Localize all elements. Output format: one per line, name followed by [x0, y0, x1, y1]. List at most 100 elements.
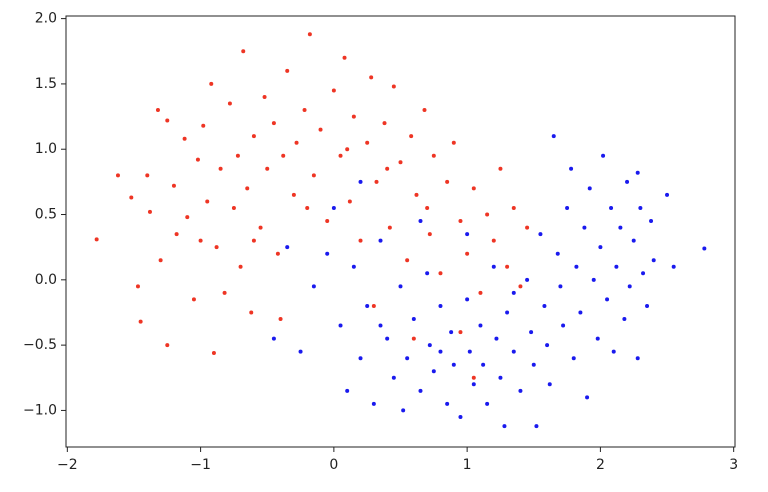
point	[251, 238, 256, 243]
point	[245, 186, 250, 191]
x-tick-label: 0	[329, 457, 338, 473]
point	[431, 369, 436, 374]
point	[542, 303, 547, 308]
point	[385, 166, 390, 171]
x-tick-label: −2	[57, 457, 78, 473]
point	[491, 264, 496, 269]
point	[405, 356, 410, 361]
point	[561, 323, 566, 328]
point	[625, 179, 630, 184]
point	[605, 297, 610, 302]
point	[414, 192, 419, 197]
point	[471, 382, 476, 387]
point	[158, 258, 163, 263]
point	[145, 173, 150, 178]
point	[555, 251, 560, 256]
point	[135, 284, 140, 289]
point	[358, 356, 363, 361]
point	[371, 401, 376, 406]
point	[425, 205, 430, 210]
point	[565, 205, 570, 210]
point	[401, 408, 406, 413]
point	[591, 277, 596, 282]
point	[638, 205, 643, 210]
point	[285, 245, 290, 250]
point	[191, 297, 196, 302]
point	[278, 317, 283, 322]
point	[325, 251, 330, 256]
point	[358, 179, 363, 184]
point	[465, 297, 470, 302]
point	[345, 388, 350, 393]
point	[525, 277, 530, 282]
point	[365, 140, 370, 145]
point	[505, 264, 510, 269]
point	[518, 284, 523, 289]
point	[311, 284, 316, 289]
point	[491, 238, 496, 243]
point	[405, 258, 410, 263]
point	[578, 310, 583, 315]
point	[467, 349, 472, 354]
point	[569, 166, 574, 171]
x-tick-label: −1	[190, 457, 211, 473]
point	[351, 114, 356, 119]
point	[645, 303, 650, 308]
point	[518, 388, 523, 393]
point	[294, 140, 299, 145]
point	[665, 192, 670, 197]
point	[422, 108, 427, 113]
point	[445, 401, 450, 406]
y-tick-label: −0.5	[23, 337, 57, 353]
point	[601, 153, 606, 158]
point	[218, 166, 223, 171]
point	[587, 186, 592, 191]
point	[465, 232, 470, 237]
point	[331, 88, 336, 93]
point	[307, 32, 312, 37]
point	[411, 336, 416, 341]
x-tick-label: 2	[596, 457, 605, 473]
y-tick-label: 0.0	[35, 272, 57, 288]
point	[351, 264, 356, 269]
point	[631, 238, 636, 243]
plot-frame	[65, 15, 736, 448]
point	[427, 343, 432, 348]
point	[511, 349, 516, 354]
y-tick-label: 1.0	[35, 141, 57, 157]
point	[165, 118, 170, 123]
point	[305, 205, 310, 210]
point	[547, 382, 552, 387]
x-tick-label: 3	[729, 457, 738, 473]
point	[478, 290, 483, 295]
point	[458, 330, 463, 335]
point	[529, 330, 534, 335]
y-tick-label: 1.5	[35, 76, 57, 92]
point	[201, 123, 206, 128]
point	[94, 237, 99, 242]
point	[391, 84, 396, 89]
point	[345, 147, 350, 152]
point	[258, 225, 263, 230]
point	[205, 199, 210, 204]
point	[458, 219, 463, 224]
y-tick-label: −1.0	[23, 402, 57, 418]
point	[498, 375, 503, 380]
point	[531, 362, 536, 367]
point	[311, 173, 316, 178]
point	[171, 183, 176, 188]
point	[611, 349, 616, 354]
point	[391, 375, 396, 380]
point	[425, 271, 430, 276]
point	[431, 153, 436, 158]
x-tick-label: 1	[463, 457, 472, 473]
point	[609, 205, 614, 210]
point	[498, 166, 503, 171]
point	[235, 153, 240, 158]
point	[382, 121, 387, 126]
point	[438, 303, 443, 308]
point	[318, 127, 323, 132]
point	[618, 225, 623, 230]
point	[241, 49, 246, 54]
